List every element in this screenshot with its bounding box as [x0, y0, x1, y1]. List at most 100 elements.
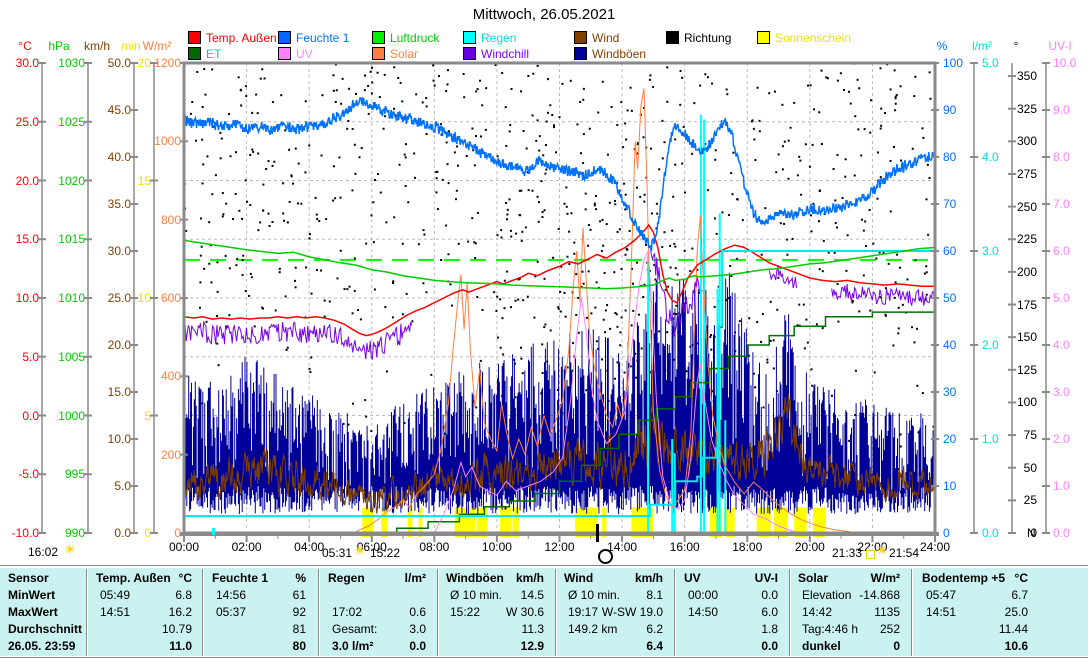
- table-header-windboeen: Windböen: [446, 571, 504, 585]
- direction-dot: [613, 377, 616, 380]
- direction-dot: [620, 316, 623, 319]
- direction-dot: [210, 281, 213, 284]
- direction-dot: [635, 261, 638, 264]
- direction-dot: [735, 257, 738, 260]
- sunshine-block: [476, 507, 488, 533]
- axis-tick-label-deg: 350: [1016, 69, 1037, 84]
- sunshine-block: [500, 507, 511, 533]
- direction-dot: [536, 260, 539, 263]
- direction-dot: [541, 372, 544, 375]
- direction-dot: [203, 68, 206, 71]
- direction-dot: [906, 278, 909, 281]
- axis-tick-label-deg: 175: [1016, 297, 1037, 312]
- direction-dot: [899, 433, 902, 436]
- direction-dot: [504, 507, 507, 510]
- axis-header-wm2: W/m²: [142, 39, 172, 53]
- direction-dot: [393, 107, 396, 110]
- direction-dot: [351, 127, 354, 130]
- direction-dot: [830, 394, 833, 397]
- direction-dot: [200, 217, 203, 220]
- direction-dot: [536, 64, 539, 67]
- direction-dot: [268, 224, 271, 227]
- direction-dot: [479, 79, 482, 82]
- direction-dot: [602, 318, 605, 321]
- direction-dot: [851, 300, 854, 303]
- direction-dot: [565, 186, 568, 189]
- direction-dot: [844, 158, 847, 161]
- axis-tick-label-deg: 0: [1030, 526, 1037, 540]
- direction-dot: [241, 259, 244, 262]
- axis-tick-label-wm2: 400: [160, 369, 181, 384]
- direction-dot: [901, 303, 904, 306]
- direction-dot: [240, 104, 243, 107]
- direction-dot: [768, 92, 771, 95]
- direction-dot: [818, 268, 821, 271]
- direction-dot: [683, 249, 686, 252]
- direction-dot: [926, 163, 929, 166]
- direction-dot: [894, 109, 897, 112]
- direction-dot: [384, 306, 387, 309]
- legend-swatch: [372, 47, 385, 60]
- direction-dot: [817, 220, 820, 223]
- direction-dot: [632, 309, 635, 312]
- direction-dot: [664, 288, 667, 291]
- direction-dot: [208, 221, 211, 224]
- direction-dot: [343, 288, 346, 291]
- axis-tick-label-hpa: 1015: [58, 232, 85, 247]
- direction-dot: [663, 141, 666, 144]
- direction-dot: [635, 376, 638, 379]
- axis-tick-label-deg: 250: [1016, 199, 1037, 214]
- direction-dot: [827, 251, 830, 254]
- table-cell-windboeen-value: 11.3: [521, 622, 544, 636]
- rain-axis-tick: [212, 528, 215, 535]
- direction-dot: [870, 99, 873, 102]
- direction-dot: [717, 285, 720, 288]
- direction-dot: [789, 126, 792, 129]
- axis-tick-label-wm2: 800: [160, 212, 181, 227]
- direction-dot: [727, 297, 730, 300]
- direction-dot: [889, 159, 892, 162]
- sun-icon: ☀: [64, 542, 76, 557]
- direction-dot: [582, 282, 585, 285]
- axis-tick-label-pct: 40: [943, 338, 957, 352]
- direction-dot: [365, 242, 368, 245]
- direction-dot: [200, 402, 203, 405]
- direction-dot: [549, 329, 552, 332]
- direction-dot: [191, 100, 194, 103]
- direction-dot: [748, 317, 751, 320]
- table-column-divider: [674, 569, 676, 656]
- direction-dot: [758, 130, 761, 133]
- table-header-uv: UV: [684, 571, 701, 585]
- table-header-unit-windboeen: km/h: [515, 571, 544, 585]
- direction-dot: [848, 90, 851, 93]
- direction-dot: [415, 93, 418, 96]
- direction-dot: [357, 309, 360, 312]
- direction-dot: [332, 74, 335, 77]
- direction-dot: [501, 317, 504, 320]
- direction-dot: [315, 269, 318, 272]
- table-column-divider: [202, 569, 204, 656]
- direction-dot: [892, 145, 895, 148]
- direction-dot: [200, 245, 203, 248]
- axis-tick-label-lm2: 4.0: [982, 150, 999, 164]
- direction-dot: [430, 373, 433, 376]
- sunshine-block: [512, 507, 519, 533]
- direction-dot: [524, 226, 527, 229]
- direction-dot: [807, 84, 810, 87]
- table-row-label: Durchschnitt: [8, 622, 83, 636]
- direction-dot: [870, 491, 873, 494]
- direction-dot: [689, 270, 692, 273]
- direction-dot: [201, 138, 204, 141]
- direction-dot: [232, 218, 235, 221]
- direction-dot: [582, 98, 585, 101]
- table-cell-regen-label: 3.0 l/m²: [332, 639, 374, 653]
- day-length-label: 16:02: [28, 545, 59, 559]
- direction-dot: [766, 358, 769, 361]
- direction-dot: [346, 288, 349, 291]
- direction-dot: [445, 90, 448, 93]
- direction-dot: [751, 119, 754, 122]
- axis-tick-label-wm2: 1200: [154, 56, 181, 70]
- direction-dot: [640, 347, 643, 350]
- direction-dot: [736, 198, 739, 201]
- direction-dot: [534, 275, 537, 278]
